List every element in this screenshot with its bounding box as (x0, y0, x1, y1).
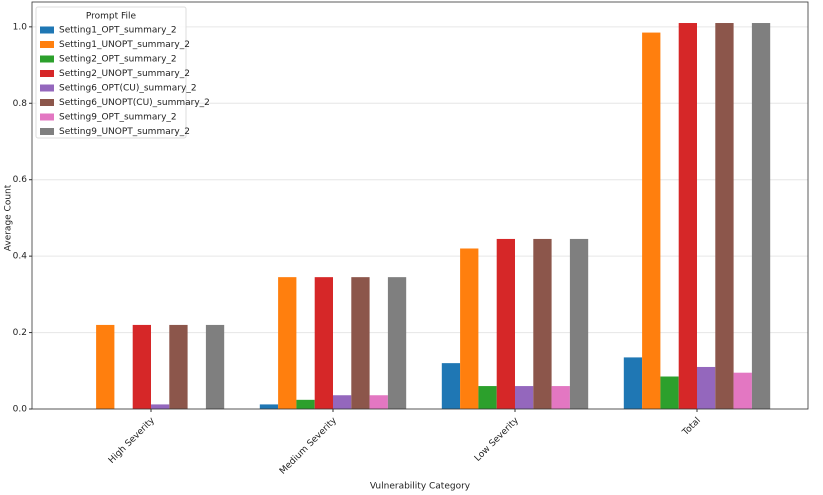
legend-swatch (40, 26, 54, 34)
bar (351, 277, 370, 409)
bar (132, 324, 151, 409)
legend-swatch (40, 113, 54, 121)
bar (151, 404, 170, 409)
bar (697, 366, 716, 409)
x-tick-label: Total (680, 416, 703, 439)
legend-swatch (40, 99, 54, 106)
bar (496, 238, 515, 409)
legend-swatch (40, 128, 54, 135)
bar (296, 399, 315, 409)
legend-label: Setting1_OPT_summary_2 (59, 26, 177, 36)
bar (569, 238, 589, 409)
bar (642, 32, 661, 410)
x-tick-label: Medium Severity (278, 415, 339, 476)
legend-label: Setting6_OPT(CU)_summary_2 (59, 84, 197, 94)
legend-swatch (40, 55, 54, 63)
legend-label: Setting9_UNOPT_summary_2 (59, 127, 190, 137)
bar (460, 248, 479, 409)
legend-label: Setting2_OPT_summary_2 (59, 55, 177, 65)
bar (551, 386, 570, 409)
bar (478, 386, 497, 409)
legend-box (35, 6, 187, 139)
bar (169, 324, 188, 409)
legend-label: Setting6_UNOPT(CU)_summary_2 (59, 98, 210, 108)
bar (733, 372, 752, 409)
bar (96, 324, 115, 409)
y-tick-label: 0.2 (13, 328, 27, 338)
x-tick-label: High Severity (107, 415, 157, 465)
bar (678, 23, 697, 410)
y-tick-label: 1.0 (13, 22, 28, 32)
bar (533, 238, 552, 409)
bar (660, 376, 679, 409)
bar (715, 23, 734, 410)
y-tick-label: 0.4 (13, 252, 28, 262)
legend-swatch (40, 41, 54, 48)
x-axis-label: Vulnerability Category (370, 482, 471, 492)
bar (259, 404, 279, 409)
x-tick-label: Low Severity (473, 415, 521, 463)
bar (751, 23, 771, 410)
y-tick-label: 0.8 (13, 99, 28, 109)
bar (314, 277, 333, 409)
legend-swatch (40, 84, 54, 92)
y-tick-label: 0.0 (13, 405, 28, 415)
bar (387, 277, 407, 409)
bar (369, 395, 388, 409)
legend-label: Setting2_UNOPT_summary_2 (59, 69, 190, 79)
legend-label: Setting1_UNOPT_summary_2 (59, 40, 190, 50)
bar (333, 395, 352, 409)
bar (205, 324, 225, 409)
bar (623, 357, 643, 409)
y-axis-label: Average Count (4, 184, 14, 251)
plot-frame (31, 1, 809, 410)
legend-label: Setting9_OPT_summary_2 (59, 113, 177, 123)
bar (441, 363, 461, 409)
legend: Prompt File Setting1_OPT_summary_2 Setting… (35, 6, 210, 139)
bar (515, 386, 534, 409)
legend-swatch (40, 70, 54, 77)
bar (278, 277, 297, 409)
y-tick-label: 0.6 (13, 175, 28, 185)
legend-title: Prompt File (86, 12, 137, 22)
